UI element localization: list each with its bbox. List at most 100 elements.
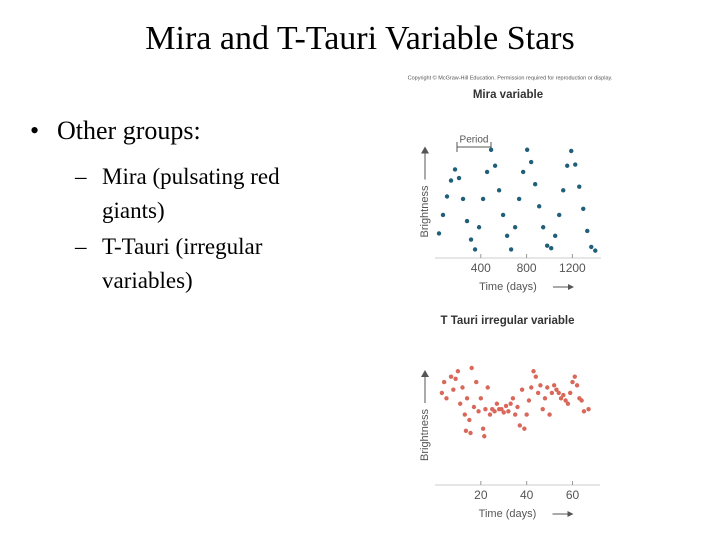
point xyxy=(538,383,543,388)
point xyxy=(529,385,534,390)
point xyxy=(540,225,546,230)
point xyxy=(536,204,542,209)
point xyxy=(565,163,570,168)
bullet-text: Mira (pulsating red giants) xyxy=(102,164,280,223)
point xyxy=(549,390,555,396)
point xyxy=(444,396,449,401)
point xyxy=(574,383,580,388)
point xyxy=(456,175,462,181)
point xyxy=(476,225,482,230)
point xyxy=(573,162,578,167)
point xyxy=(483,406,488,412)
x-arrow-head xyxy=(567,511,574,517)
point xyxy=(452,167,458,172)
point xyxy=(568,390,573,396)
point xyxy=(545,385,550,390)
point xyxy=(480,426,486,431)
point xyxy=(585,228,590,234)
point xyxy=(494,401,500,406)
point xyxy=(500,212,506,218)
point xyxy=(444,194,450,199)
point xyxy=(453,376,458,382)
chart-title: Mira variable xyxy=(473,89,543,101)
point xyxy=(436,231,442,236)
point xyxy=(455,369,461,374)
x-axis-label: Time (days) xyxy=(479,281,537,293)
annotation: Period xyxy=(460,135,489,146)
point xyxy=(508,401,513,406)
point xyxy=(563,398,568,403)
point xyxy=(469,365,474,371)
point xyxy=(474,379,479,385)
x-arrow-head xyxy=(568,284,574,290)
y-axis-label: Brightness xyxy=(419,409,431,461)
point xyxy=(462,412,467,417)
point xyxy=(464,218,470,224)
point xyxy=(460,196,466,202)
point xyxy=(519,387,525,392)
x-tick-label: 40 xyxy=(520,488,534,502)
point xyxy=(570,379,575,385)
point xyxy=(512,225,518,230)
point xyxy=(508,247,514,252)
point xyxy=(551,383,557,388)
point xyxy=(553,233,558,239)
point xyxy=(565,401,571,406)
point xyxy=(535,390,541,396)
point xyxy=(440,212,446,218)
point xyxy=(464,396,470,401)
point xyxy=(468,237,474,242)
point xyxy=(556,390,561,396)
point xyxy=(478,396,484,401)
point xyxy=(501,410,506,415)
point xyxy=(516,196,522,202)
point xyxy=(524,412,529,417)
x-tick-label: 60 xyxy=(566,488,580,502)
point xyxy=(487,412,493,417)
bullet-text: T-Tauri (irregular variables) xyxy=(102,234,263,293)
point xyxy=(593,248,598,253)
point xyxy=(513,412,518,417)
point xyxy=(515,404,520,410)
point xyxy=(439,390,445,396)
point xyxy=(468,430,473,436)
bullet-text: Other groups: xyxy=(57,116,201,145)
point xyxy=(589,244,594,250)
point xyxy=(531,369,536,374)
point xyxy=(492,409,497,414)
point xyxy=(517,423,522,428)
point xyxy=(520,169,526,175)
point xyxy=(547,412,552,417)
x-tick-label: 1200 xyxy=(559,261,586,275)
point xyxy=(581,206,586,211)
x-tick-label: 20 xyxy=(474,488,488,502)
point xyxy=(448,178,454,183)
point xyxy=(441,379,447,385)
point xyxy=(572,374,577,379)
point xyxy=(586,406,591,412)
point xyxy=(476,409,481,414)
point xyxy=(577,184,582,189)
x-tick-label: 800 xyxy=(517,261,537,275)
point xyxy=(460,385,465,390)
y-arrow-head xyxy=(421,370,429,377)
point xyxy=(503,403,509,409)
point xyxy=(472,247,478,252)
point xyxy=(504,233,510,239)
point xyxy=(496,188,502,193)
slide-title: Mira and T-Tauri Variable Stars xyxy=(145,20,575,57)
point xyxy=(522,426,527,431)
point xyxy=(451,387,456,392)
y-axis-label: Brightness xyxy=(419,185,431,237)
y-arrow-head xyxy=(421,146,429,154)
copyright: Copyright © McGraw-Hill Education. Permi… xyxy=(408,74,613,81)
point xyxy=(448,374,454,379)
point xyxy=(561,188,566,193)
bullet: • Other groups: xyxy=(30,116,201,146)
sub-bullet: – T-Tauri (irregular variables) xyxy=(75,230,342,298)
point xyxy=(558,396,564,401)
point xyxy=(467,417,472,423)
point xyxy=(540,406,545,412)
point xyxy=(542,396,548,401)
